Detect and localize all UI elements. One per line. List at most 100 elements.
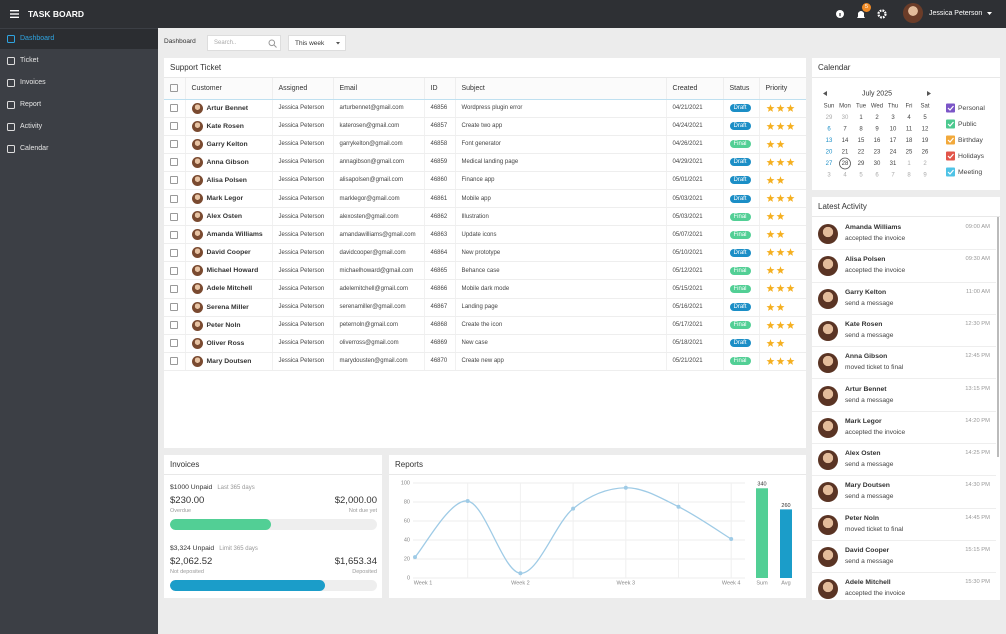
legend-checkbox[interactable] (946, 103, 955, 113)
checkbox[interactable] (170, 176, 178, 185)
calendar-day[interactable]: 30 (842, 115, 849, 121)
calendar-day[interactable]: 26 (922, 150, 929, 156)
calendar-day[interactable]: 3 (891, 115, 895, 121)
calendar-day[interactable]: 20 (826, 150, 833, 156)
legend-label: Meeting (958, 169, 982, 176)
priority-star (776, 339, 784, 347)
legend-checkbox[interactable] (946, 135, 955, 145)
nav-item[interactable]: Dashboard (0, 29, 158, 49)
checkbox[interactable] (170, 284, 178, 293)
checkbox[interactable] (170, 339, 178, 348)
checkbox[interactable] (170, 248, 178, 257)
calendar-day[interactable]: 30 (874, 161, 881, 167)
checkbox[interactable] (170, 104, 178, 113)
priority-cell (759, 279, 806, 299)
calendar-day[interactable]: 8 (859, 127, 863, 133)
calendar-day[interactable]: 5 (923, 115, 927, 121)
nav-icon (7, 35, 15, 43)
calendar-day[interactable]: 9 (923, 173, 927, 179)
created-cell: 05/21/2021 (666, 352, 724, 371)
legend-checkbox[interactable] (946, 151, 955, 161)
menu-icon[interactable] (10, 10, 19, 18)
calendar-day[interactable]: 2 (923, 161, 927, 167)
calendar-day[interactable]: 15 (858, 138, 865, 144)
status-badge: Final (729, 357, 751, 366)
subject: Landing page (461, 304, 498, 311)
user-avatar[interactable] (903, 3, 923, 23)
nav-item[interactable]: Report (0, 95, 158, 115)
customer-name: Serena Miller (206, 303, 249, 311)
nav-item[interactable]: Invoices (0, 73, 158, 93)
calendar-day[interactable]: 24 (890, 150, 897, 156)
checkbox[interactable] (170, 266, 178, 275)
customer-cell: Adele Mitchell (185, 279, 273, 299)
nav-item[interactable]: Calendar (0, 139, 158, 159)
assigned: Jessica Peterson (278, 340, 325, 347)
calendar-day[interactable]: 29 (858, 161, 865, 167)
nav-item[interactable]: Activity (0, 117, 158, 137)
calendar-day[interactable]: 5 (859, 173, 863, 179)
calendar-day[interactable]: 8 (907, 173, 911, 179)
calendar-day[interactable]: 11 (906, 127, 913, 133)
avatar (191, 156, 203, 168)
calendar-day[interactable]: 4 (843, 173, 847, 179)
checkbox[interactable] (170, 194, 178, 203)
calendar-day[interactable]: 14 (842, 138, 849, 144)
calendar-day[interactable]: 7 (843, 127, 847, 133)
calendar-day[interactable]: 27 (826, 161, 833, 167)
nav-item[interactable]: Ticket (0, 51, 158, 71)
calendar-day[interactable]: 12 (922, 127, 929, 133)
checkbox[interactable] (170, 321, 178, 330)
legend-checkbox[interactable] (946, 119, 955, 129)
calendar-day[interactable]: 19 (922, 138, 929, 144)
calendar-day[interactable]: 10 (890, 127, 897, 133)
calendar-day[interactable]: 23 (874, 150, 881, 156)
activity-name: Anna Gibson (845, 353, 888, 361)
calendar-day[interactable]: 9 (875, 127, 879, 133)
calendar-day[interactable]: 16 (874, 138, 881, 144)
scrollbar[interactable] (997, 217, 999, 457)
calendar-day[interactable]: 29 (826, 115, 833, 121)
prev-month[interactable] (823, 91, 827, 96)
checkbox[interactable] (170, 357, 178, 366)
period-select[interactable]: This week (288, 35, 346, 51)
bell-icon[interactable] (857, 11, 865, 18)
search-box[interactable]: Search.. (207, 35, 281, 51)
calendar-day[interactable]: 21 (842, 150, 849, 156)
select-all-cell (164, 78, 186, 100)
priority-star (776, 121, 784, 130)
calendar-day[interactable]: 2 (875, 115, 879, 121)
settings-icon[interactable] (877, 9, 887, 19)
calendar-day[interactable]: 31 (890, 161, 897, 167)
calendar-day[interactable]: 4 (907, 115, 911, 121)
calendar-day[interactable]: 1 (859, 115, 863, 121)
checkbox[interactable] (170, 230, 178, 239)
calendar-day[interactable]: 13 (826, 138, 833, 144)
calendar-day[interactable]: 22 (858, 150, 865, 156)
customer-cell: Artur Bennet (185, 99, 273, 118)
checkbox[interactable] (170, 140, 178, 149)
calendar-day[interactable]: 1 (907, 161, 911, 167)
calendar-day[interactable]: 7 (891, 173, 895, 179)
calendar-day[interactable]: 6 (875, 173, 879, 179)
calendar-day[interactable]: 6 (827, 127, 831, 133)
calendar-day[interactable]: 3 (827, 173, 831, 179)
calendar-day[interactable]: 17 (890, 138, 897, 144)
priority-star (776, 194, 784, 202)
checkbox[interactable] (170, 122, 178, 131)
checkbox[interactable] (170, 84, 178, 93)
calendar-day[interactable]: 28 (842, 161, 849, 167)
user-name[interactable]: Jessica Peterson (929, 10, 983, 17)
avatar (818, 385, 838, 406)
customer-cell: Anna Gibson (185, 153, 273, 172)
checkbox[interactable] (170, 212, 178, 221)
assigned-cell: Jessica Peterson (272, 316, 334, 335)
checkbox[interactable] (170, 158, 178, 167)
priority-star (776, 158, 784, 166)
checkbox[interactable] (170, 303, 178, 312)
calendar-day[interactable]: 25 (906, 150, 913, 156)
calendar-day[interactable]: 18 (906, 138, 913, 144)
activity-item: Artur Bennet send a message 13:15 PM (812, 380, 996, 412)
next-month[interactable] (927, 91, 931, 96)
legend-checkbox[interactable] (946, 167, 955, 177)
